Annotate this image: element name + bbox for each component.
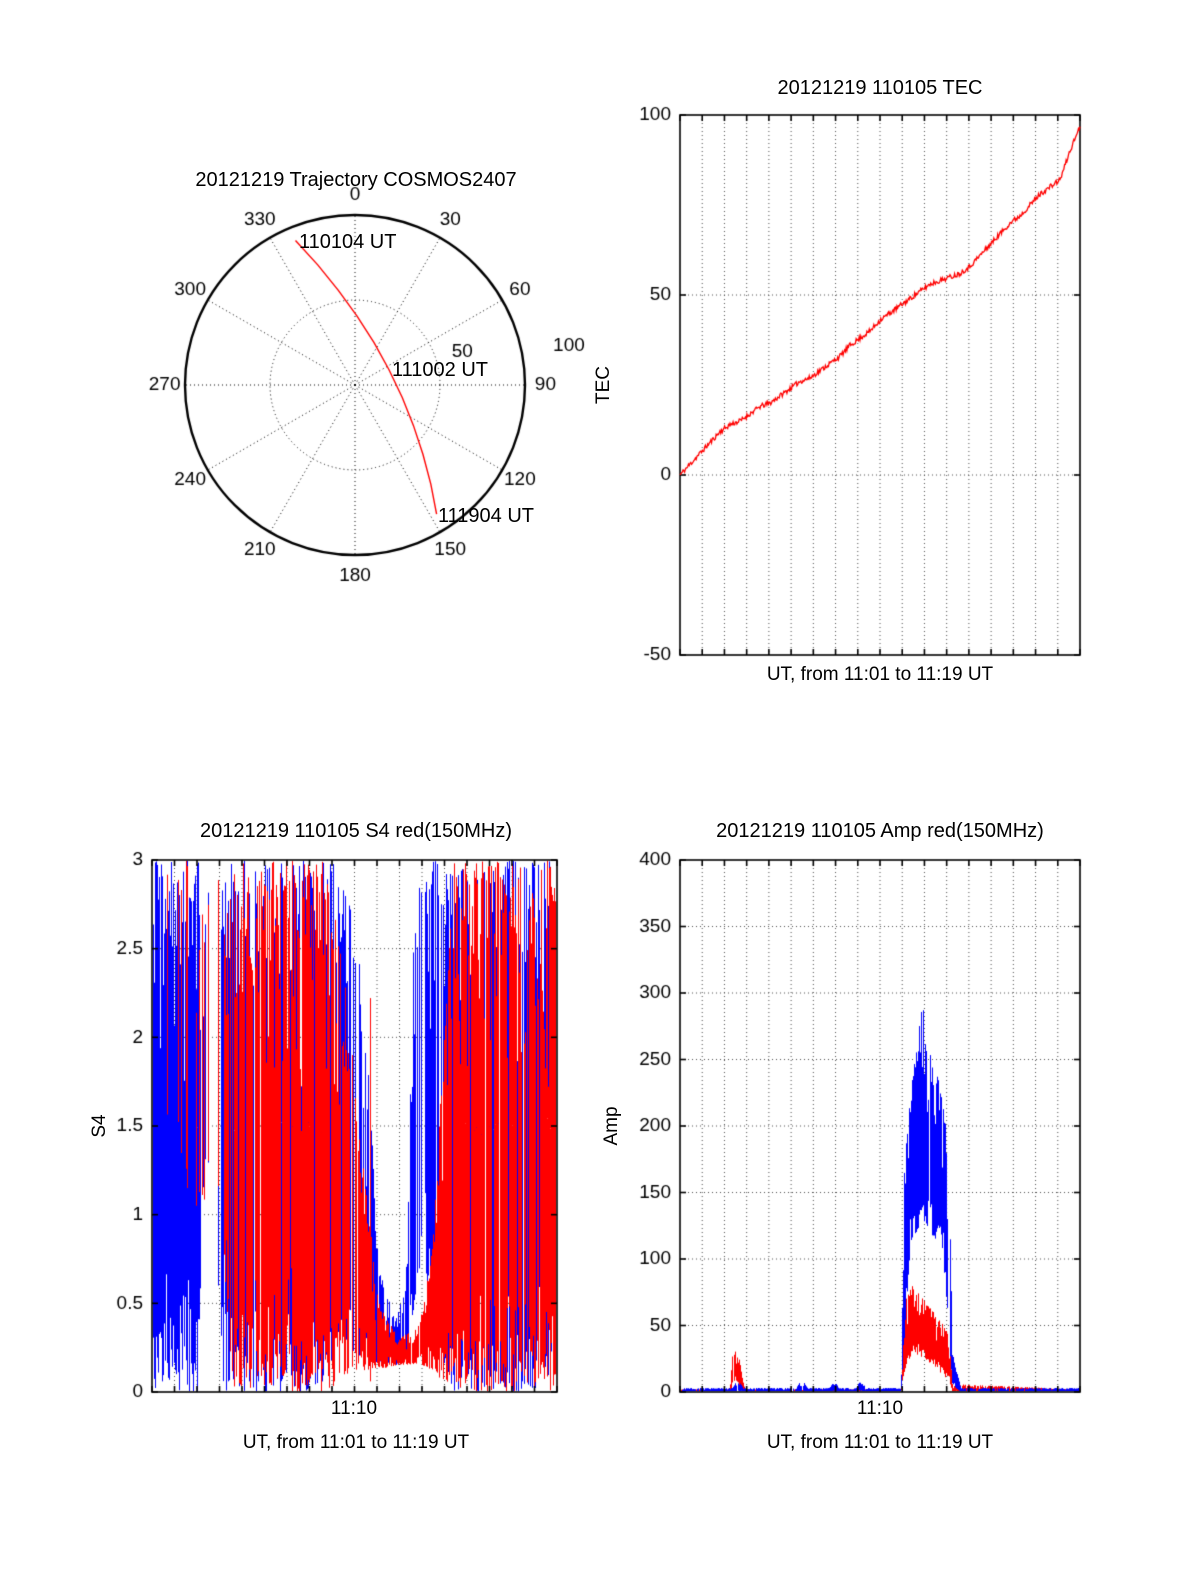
tec-x-axis-label: UT, from 11:01 to 11:19 UT [766, 664, 994, 685]
amp-plot-title: 20121219 110105 Amp red(150MHz) [716, 820, 1044, 842]
tec-plot-title: 20121219 110105 TEC [777, 77, 983, 99]
trajectory-plot-title: 20121219 Trajectory COSMOS2407 [195, 169, 517, 191]
amp-y-axis-label: Amp [601, 1106, 622, 1146]
s4-plot-title: 20121219 110105 S4 red(150MHz) [199, 820, 513, 842]
s4-y-axis-label: S4 [89, 1114, 110, 1138]
s4-x-tick-1110: 11:10 [330, 1398, 378, 1419]
trajectory-mid-time-annotation: 111002 UT [392, 359, 488, 381]
amp-x-tick-1110: 11:10 [856, 1398, 904, 1419]
amp-x-axis-label: UT, from 11:01 to 11:19 UT [766, 1432, 994, 1453]
trajectory-end-time-annotation: 111904 UT [438, 505, 534, 527]
tec-y-axis-label: TEC [593, 366, 614, 404]
trajectory-start-time-annotation: 110104 UT [299, 231, 397, 253]
s4-x-axis-label: UT, from 11:01 to 11:19 UT [242, 1432, 470, 1453]
